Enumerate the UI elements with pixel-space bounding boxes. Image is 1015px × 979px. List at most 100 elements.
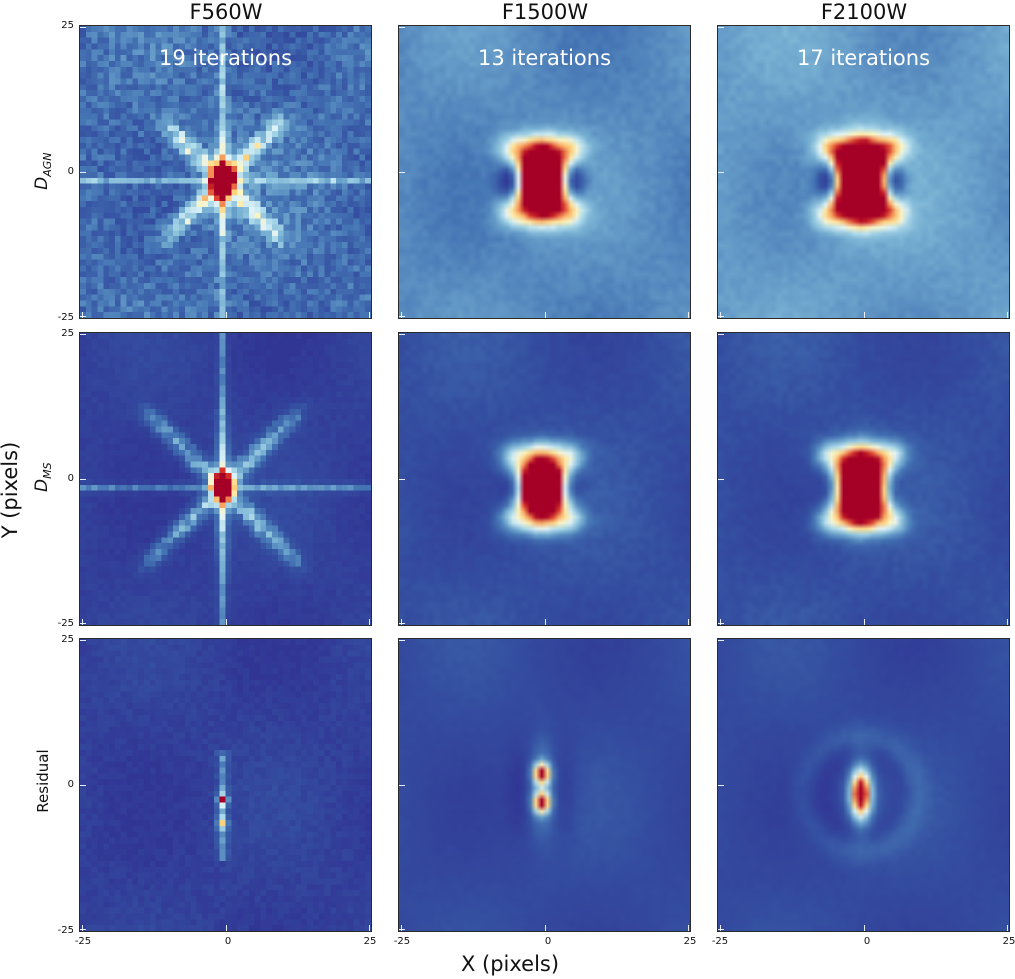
- ytick-mark: [399, 623, 405, 624]
- ytick-mark: [399, 929, 405, 930]
- panel-residual-f2100w: [717, 638, 1010, 932]
- xtick-mark: [226, 925, 227, 931]
- panel-d-agn-f2100w: 17 iterations: [717, 25, 1010, 319]
- ytick-row3-bot: -25: [57, 925, 74, 936]
- xtick-mark: [720, 925, 721, 931]
- xtick-mark: [82, 925, 83, 931]
- ytick-mark: [80, 785, 86, 786]
- xtick-mark: [545, 619, 546, 625]
- ytick-mark: [718, 623, 724, 624]
- xtick-mark: [82, 619, 83, 625]
- heatmap-canvas: [399, 333, 690, 625]
- xtick-mark: [226, 312, 227, 318]
- iterations-label: 19 iterations: [158, 46, 293, 70]
- column-title-f2100w: F2100W: [820, 0, 908, 24]
- xtick-mark: [720, 312, 721, 318]
- heatmap-canvas: [718, 26, 1009, 318]
- xtick-mark: [1007, 312, 1008, 318]
- panel-residual-f560w: [79, 638, 372, 932]
- ytick-row2-bot: -25: [57, 618, 74, 629]
- xtick-mark: [688, 925, 689, 931]
- xtick-mark: [369, 925, 370, 931]
- row-label-d-ms-main: D: [31, 478, 52, 492]
- xtick-mark: [1007, 619, 1008, 625]
- xtick-col1-mid: 0: [224, 936, 232, 947]
- xtick-mark: [688, 312, 689, 318]
- panel-d-agn-f560w: 19 iterations: [79, 25, 372, 319]
- heatmap-canvas: [80, 26, 371, 318]
- ytick-mark: [718, 334, 724, 335]
- ytick-mark: [718, 316, 724, 317]
- ytick-mark: [399, 316, 405, 317]
- iterations-label: 17 iterations: [796, 46, 931, 70]
- ytick-row1-mid: 0: [67, 166, 74, 177]
- heatmap-canvas: [80, 639, 371, 931]
- ytick-mark: [718, 640, 724, 641]
- xtick-mark: [401, 619, 402, 625]
- xtick-mark: [864, 925, 865, 931]
- xtick-mark: [401, 925, 402, 931]
- ytick-row1-top: 25: [61, 20, 74, 31]
- ytick-row2-top: 25: [61, 328, 74, 339]
- ytick-mark: [399, 479, 405, 480]
- xtick-col3-mid: 0: [863, 936, 871, 947]
- xtick-col3-right: 25: [1002, 936, 1015, 947]
- xtick-mark: [226, 619, 227, 625]
- xtick-mark: [688, 619, 689, 625]
- column-title-f1500w: F1500W: [501, 0, 589, 24]
- xtick-col1-left: -25: [74, 936, 92, 947]
- ytick-row3-top: 25: [61, 634, 74, 645]
- xtick-col1-right: 25: [363, 936, 377, 947]
- ytick-mark: [718, 785, 724, 786]
- xtick-col3-left: -25: [711, 936, 729, 947]
- panel-d-ms-f1500w: [398, 332, 691, 626]
- heatmap-canvas: [80, 333, 371, 625]
- ytick-mark: [80, 929, 86, 930]
- xtick-mark: [369, 619, 370, 625]
- ytick-row1-bot: -25: [57, 312, 74, 323]
- ytick-mark: [80, 172, 86, 173]
- xtick-mark: [545, 312, 546, 318]
- ytick-mark: [80, 316, 86, 317]
- xtick-col2-right: 25: [683, 936, 697, 947]
- column-title-f560w: F560W: [189, 0, 263, 24]
- xtick-mark: [1007, 925, 1008, 931]
- xtick-col2-left: -25: [393, 936, 411, 947]
- ytick-mark: [718, 479, 724, 480]
- xtick-mark: [545, 925, 546, 931]
- heatmap-canvas: [718, 639, 1009, 931]
- heatmap-canvas: [718, 333, 1009, 625]
- row-label-d-agn-main: D: [31, 176, 52, 190]
- panel-d-ms-f2100w: [717, 332, 1010, 626]
- xtick-mark: [864, 312, 865, 318]
- ytick-mark: [80, 334, 86, 335]
- ytick-mark: [399, 27, 405, 28]
- ytick-mark: [399, 172, 405, 173]
- ytick-mark: [80, 640, 86, 641]
- ytick-mark: [80, 623, 86, 624]
- iterations-label: 13 iterations: [477, 46, 612, 70]
- ytick-mark: [399, 785, 405, 786]
- ytick-mark: [80, 27, 86, 28]
- panel-residual-f1500w: [398, 638, 691, 932]
- xtick-mark: [720, 619, 721, 625]
- panel-d-agn-f1500w: 13 iterations: [398, 25, 691, 319]
- ytick-mark: [718, 929, 724, 930]
- ytick-mark: [399, 334, 405, 335]
- panel-d-ms-f560w: [79, 332, 372, 626]
- ytick-mark: [718, 172, 724, 173]
- xtick-mark: [82, 312, 83, 318]
- x-axis-label: X (pixels): [460, 952, 560, 976]
- y-axis-label: Y (pixels): [0, 441, 22, 539]
- heatmap-canvas: [399, 639, 690, 931]
- ytick-mark: [399, 640, 405, 641]
- xtick-mark: [369, 312, 370, 318]
- ytick-row2-mid: 0: [67, 473, 74, 484]
- ytick-mark: [80, 479, 86, 480]
- ytick-mark: [718, 27, 724, 28]
- xtick-mark: [864, 619, 865, 625]
- heatmap-canvas: [399, 26, 690, 318]
- ytick-row3-mid: 0: [67, 779, 74, 790]
- xtick-col2-mid: 0: [544, 936, 552, 947]
- xtick-mark: [401, 312, 402, 318]
